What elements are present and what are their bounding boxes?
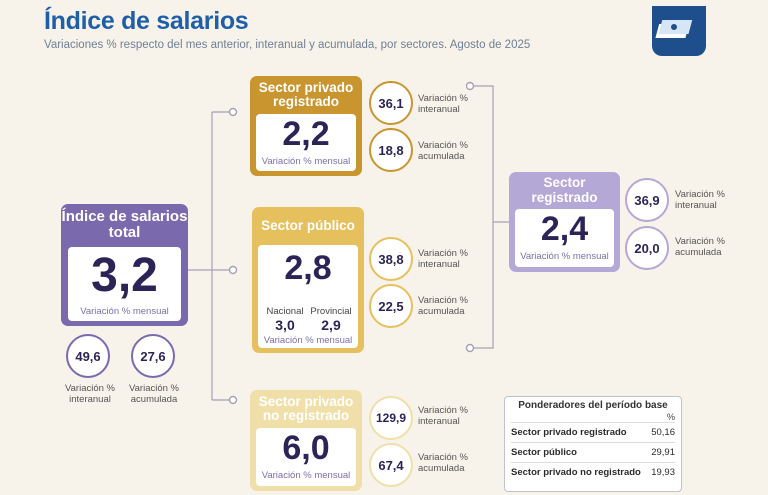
- total-mensual-value: 3,2: [91, 249, 158, 302]
- total-mensual-caption: Variación % mensual: [80, 306, 169, 317]
- publico-mensual-caption: Variación % mensual: [263, 335, 353, 346]
- ponderadores-table: Ponderadores del período base % Sector p…: [504, 396, 682, 492]
- privado-registrado-acumulada-circle: 18,8: [369, 128, 413, 172]
- card-registrado-label: Sector registrado: [531, 175, 598, 205]
- registrado-interanual-label: Variación % interanual: [675, 189, 725, 211]
- total-acumulada-label: Variación % acumulada: [129, 383, 179, 405]
- privado-registrado-interanual-label: Variación % interanual: [418, 93, 468, 115]
- card-registrado: Sector registrado 2,4 Variación % mensua…: [509, 172, 620, 272]
- publico-acumulada-label: Variación % acumulada: [418, 295, 468, 317]
- publico-mensual-value: 2,8: [284, 249, 332, 287]
- privado-no-registrado-mensual-caption: Variación % mensual: [261, 470, 351, 481]
- card-total: Índice de salarios total 3,2 Variación %…: [61, 204, 188, 326]
- ponderador-value: 50,16: [651, 427, 675, 438]
- page-title: Índice de salarios: [44, 7, 249, 35]
- page-subtitle: Variaciones % respecto del mes anterior,…: [44, 39, 531, 51]
- table-row: Sector público 29,91: [511, 442, 675, 462]
- card-privado-no-registrado-label: Sector privado no registrado: [258, 393, 354, 423]
- privado-no-registrado-acumulada-label: Variación % acumulada: [418, 452, 468, 474]
- publico-interanual-label: Variación % interanual: [418, 248, 468, 270]
- card-publico: Sector público 2,8 Nacional Provincial 3…: [252, 207, 364, 353]
- privado-registrado-interanual-circle: 36,1: [369, 81, 413, 125]
- money-stack-icon: [652, 6, 706, 56]
- publico-nacional-label: Nacional: [266, 306, 304, 317]
- publico-provincial-value: 2,9: [321, 317, 341, 333]
- ponderador-value: 29,91: [651, 447, 675, 458]
- ponderador-label: Sector privado registrado: [511, 427, 627, 438]
- ponderadores-title: Ponderadores del período base: [518, 400, 668, 411]
- privado-no-registrado-acumulada-circle: 67,4: [369, 443, 413, 487]
- privado-no-registrado-mensual-value: 6,0: [282, 429, 330, 467]
- ponderador-label: Sector privado no registrado: [511, 467, 641, 478]
- card-publico-label: Sector público: [261, 217, 355, 233]
- publico-interanual-circle: 38,8: [369, 237, 413, 281]
- registrado-acumulada-circle: 20,0: [625, 226, 669, 270]
- registrado-mensual-value: 2,4: [540, 210, 589, 248]
- privado-registrado-mensual-value: 2,2: [282, 115, 330, 153]
- card-privado-no-registrado: Sector privado no registrado 6,0 Variaci…: [250, 390, 362, 491]
- privado-registrado-mensual-caption: Variación % mensual: [261, 156, 351, 167]
- registrado-mensual-caption: Variación % mensual: [520, 251, 609, 262]
- privado-no-registrado-interanual-label: Variación % interanual: [418, 405, 468, 427]
- publico-acumulada-circle: 22,5: [369, 284, 413, 328]
- ponderador-label: Sector público: [511, 447, 577, 458]
- total-interanual-label: Variación % interanual: [65, 383, 115, 405]
- registrado-interanual-circle: 36,9: [625, 178, 669, 222]
- registrado-acumulada-label: Variación % acumulada: [675, 236, 725, 258]
- card-total-label: Índice de salarios total: [61, 208, 188, 241]
- card-privado-registrado: Sector privado registrado 2,2 Variación …: [250, 76, 362, 176]
- publico-provincial-label: Provincial: [310, 306, 352, 317]
- card-privado-registrado-label: Sector privado registrado: [258, 79, 354, 109]
- total-interanual-circle: 49,6: [66, 334, 110, 378]
- publico-nacional-value: 3,0: [275, 317, 295, 333]
- total-acumulada-circle: 27,6: [131, 334, 175, 378]
- table-row: Sector privado registrado 50,16: [511, 422, 675, 442]
- ponderadores-unit: %: [666, 412, 675, 422]
- table-row: Sector privado no registrado 19,93: [511, 462, 675, 482]
- ponderador-value: 19,93: [651, 467, 675, 478]
- privado-no-registrado-interanual-circle: 129,9: [369, 396, 413, 440]
- privado-registrado-acumulada-label: Variación % acumulada: [418, 140, 468, 162]
